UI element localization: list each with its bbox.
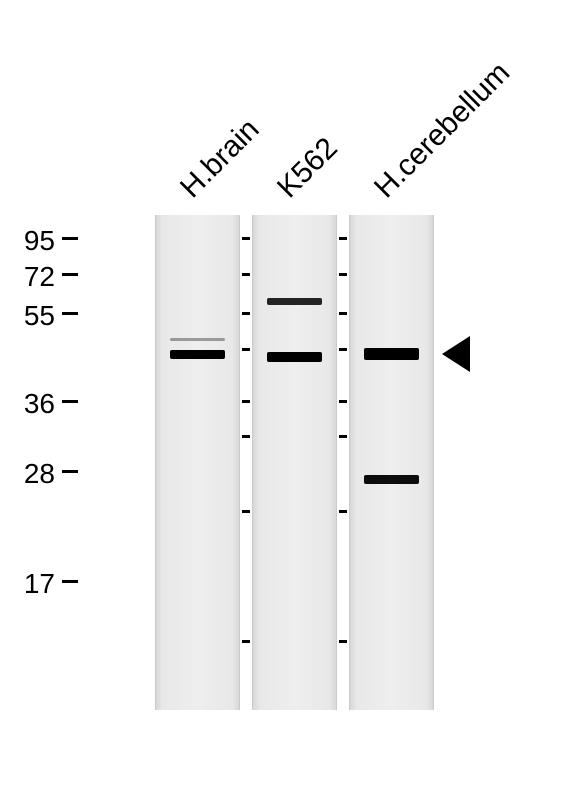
lane-strip (252, 215, 337, 710)
mw-label: 95 (15, 225, 55, 257)
mw-label: 55 (15, 300, 55, 332)
lane-label: K562 (270, 131, 344, 205)
lane-hbrain: H.brain (155, 215, 240, 710)
band (364, 348, 419, 360)
lane-k562: K562 (252, 215, 337, 710)
mw-tick (339, 400, 347, 403)
band (170, 350, 225, 359)
blot-figure: 95 72 55 36 28 17 H.brain K562 (70, 40, 550, 780)
mw-tick (62, 273, 78, 276)
mw-tick (339, 237, 347, 240)
lane-label: H.cerebellum (367, 56, 516, 205)
band (170, 338, 225, 341)
lane-strip (349, 215, 434, 710)
mw-tick (339, 348, 347, 351)
mw-tick (62, 312, 78, 315)
mw-tick (242, 348, 250, 351)
mw-tick (339, 273, 347, 276)
mw-tick (339, 510, 347, 513)
mw-tick (242, 400, 250, 403)
lane-strip (155, 215, 240, 710)
band (364, 475, 419, 484)
lane-label: H.brain (173, 113, 265, 205)
mw-tick (242, 510, 250, 513)
band (267, 298, 322, 305)
lane-hcerebellum: H.cerebellum (349, 215, 434, 710)
mw-tick (242, 640, 250, 643)
mw-tick (62, 237, 78, 240)
mw-tick (62, 400, 78, 403)
mw-tick (242, 435, 250, 438)
mw-tick (62, 470, 78, 473)
mw-tick (242, 312, 250, 315)
mw-tick (242, 273, 250, 276)
mw-tick (62, 580, 78, 583)
target-arrow-icon (442, 336, 470, 372)
mw-label: 17 (15, 568, 55, 600)
mw-label: 36 (15, 388, 55, 420)
mw-label: 72 (15, 261, 55, 293)
mw-tick (242, 237, 250, 240)
mw-tick (339, 640, 347, 643)
mw-tick (339, 435, 347, 438)
mw-label: 28 (15, 458, 55, 490)
mw-tick (339, 312, 347, 315)
band (267, 352, 322, 362)
